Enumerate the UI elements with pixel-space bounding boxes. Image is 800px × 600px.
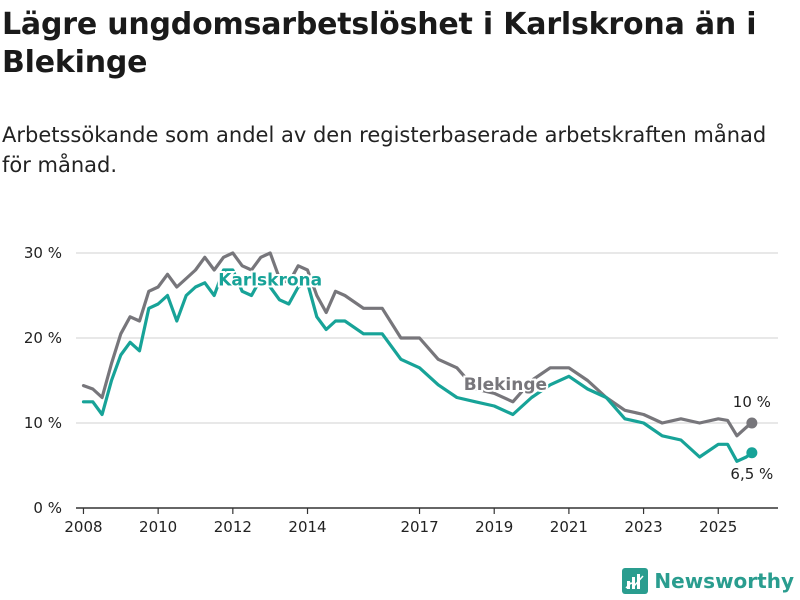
end-point-karlskrona (746, 447, 758, 459)
newsworthy-logo: Newsworthy (622, 568, 794, 594)
x-tick-label: 2012 (214, 518, 252, 536)
y-tick-label: 10 % (24, 414, 62, 432)
x-tick-label: 2023 (624, 518, 662, 536)
series-line-karlskrona (81, 268, 754, 463)
series-labels: Karlskrona Blekinge 10 % 6,5 % (216, 268, 773, 483)
series-label-karlskrona: Karlskrona (218, 270, 322, 290)
x-tick-label: 2019 (475, 518, 513, 536)
end-point-blekinge (746, 417, 758, 429)
x-tick-label: 2014 (288, 518, 326, 536)
x-tick-label: 2021 (550, 518, 588, 536)
series-line-blekinge (81, 251, 754, 438)
chart-title: Lägre ungdomsarbetslöshet i Karlskrona ä… (2, 7, 757, 80)
x-tick-label: 2008 (64, 518, 102, 536)
x-tick-label: 2010 (139, 518, 177, 536)
y-tick-label: 0 % (33, 499, 62, 517)
gridlines (76, 252, 778, 424)
x-tick-label: 2017 (400, 518, 438, 536)
y-axis-ticks: 0 % 10 % 20 % 30 % (24, 244, 62, 517)
x-axis: 2008 2010 2012 2014 2017 2019 2021 2023 2025 (64, 507, 778, 536)
y-tick-label: 30 % (24, 244, 62, 262)
end-label-karlskrona: 6,5 % (730, 465, 773, 483)
bar-chart-logo-icon (622, 568, 649, 594)
series-lines (81, 251, 758, 463)
series-label-blekinge: Blekinge (464, 375, 547, 395)
brand-name: Newsworthy (654, 569, 794, 593)
line-chart: 0 % 10 % 20 % 30 % 2008 2010 2012 2014 2017 2019… (24, 244, 778, 536)
end-label-blekinge: 10 % (733, 393, 771, 411)
y-tick-label: 20 % (24, 329, 62, 347)
chart-subtitle: Arbetssökande som andel av den registerb… (2, 123, 767, 177)
x-tick-label: 2025 (699, 518, 737, 536)
